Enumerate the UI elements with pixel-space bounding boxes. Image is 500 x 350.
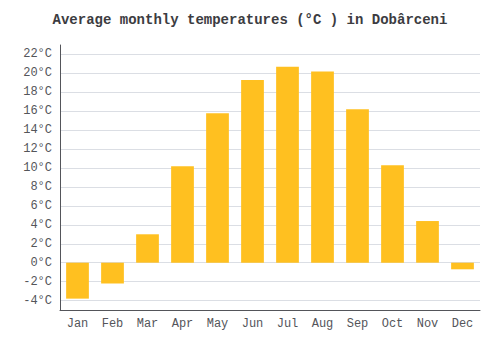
- svg-text:16°C: 16°C: [23, 104, 52, 118]
- svg-text:May: May: [207, 317, 229, 331]
- svg-text:Feb: Feb: [102, 317, 124, 331]
- svg-text:Jun: Jun: [242, 317, 264, 331]
- svg-text:20°C: 20°C: [23, 66, 52, 80]
- svg-text:Average monthly temperatures (: Average monthly temperatures (°C ) in Do…: [53, 12, 448, 28]
- svg-text:22°C: 22°C: [23, 47, 52, 61]
- svg-text:Dec: Dec: [452, 317, 474, 331]
- svg-text:4°C: 4°C: [30, 218, 52, 232]
- svg-text:10°C: 10°C: [23, 161, 52, 175]
- svg-text:Jan: Jan: [67, 317, 89, 331]
- svg-text:Sep: Sep: [347, 317, 369, 331]
- svg-text:Apr: Apr: [172, 317, 194, 331]
- svg-text:Jul: Jul: [277, 317, 299, 331]
- svg-text:Oct: Oct: [382, 317, 404, 331]
- svg-text:2°C: 2°C: [30, 237, 52, 251]
- svg-text:6°C: 6°C: [30, 199, 52, 213]
- svg-text:12°C: 12°C: [23, 142, 52, 156]
- svg-text:18°C: 18°C: [23, 85, 52, 99]
- svg-text:Nov: Nov: [417, 317, 439, 331]
- svg-text:Aug: Aug: [312, 317, 334, 331]
- svg-text:-4°C: -4°C: [23, 294, 52, 308]
- svg-text:0°C: 0°C: [30, 256, 52, 270]
- svg-text:-2°C: -2°C: [23, 275, 52, 289]
- svg-text:Mar: Mar: [137, 317, 159, 331]
- svg-text:8°C: 8°C: [30, 180, 52, 194]
- svg-text:14°C: 14°C: [23, 123, 52, 137]
